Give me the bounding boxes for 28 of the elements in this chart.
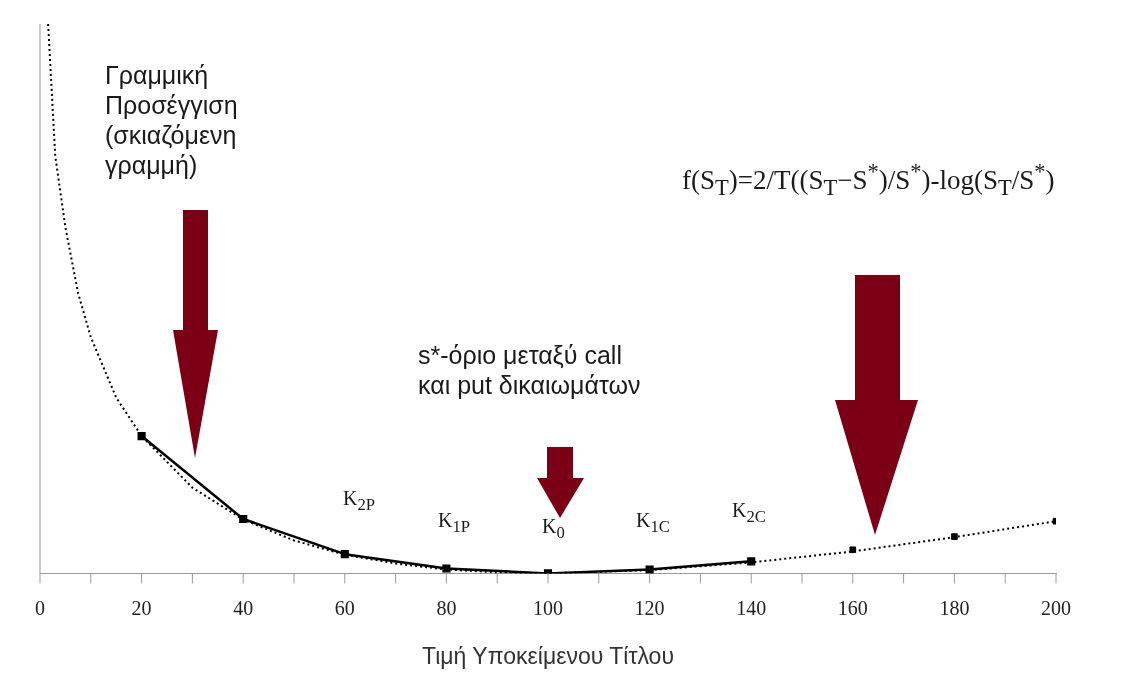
point (951, 533, 958, 540)
point (340, 550, 349, 559)
x-tick-label: 100 (533, 596, 563, 619)
x-axis-title: Τιμή Υποκείμενου Τίτλου (422, 642, 674, 669)
x-tick-label: 80 (436, 596, 457, 619)
point (849, 546, 857, 554)
point (239, 514, 248, 524)
x-tick-label: 160 (837, 596, 868, 619)
point (747, 557, 756, 566)
x-tick-label: 0 (35, 596, 45, 619)
point (645, 565, 654, 574)
annotation: K$_{2C}$ (732, 498, 766, 527)
annotation: K$_{1P}$ (438, 508, 471, 537)
annotation: s*-όριο μεταξύ call και put δικαιωμάτων (418, 340, 642, 400)
point (442, 564, 451, 573)
annotation: K$_{2P}$ (343, 486, 376, 515)
x-tick-label: 120 (634, 596, 665, 619)
annotation: K$_{1C}$ (636, 508, 670, 537)
x-tick-label: 200 (1041, 596, 1071, 619)
text: f(S$_{T}$)=2/T((S$_{T}$−S$^{*}$)/S$^{*}$)-log(S$_{T}$/S$^{*}$) (682, 159, 1055, 201)
annotation: K$_{0}$ (542, 514, 565, 543)
x-tick-label: 140 (736, 596, 767, 619)
x-tick-label: 180 (939, 596, 970, 619)
x-tick-label: 20 (131, 596, 152, 619)
point (137, 431, 146, 441)
x-tick-label: 60 (334, 596, 355, 619)
x-tick-label: 40 (233, 596, 254, 619)
annotation: Γραμμική Προσέγγιση (σκιαζόμενη γραμμή) (105, 60, 239, 180)
